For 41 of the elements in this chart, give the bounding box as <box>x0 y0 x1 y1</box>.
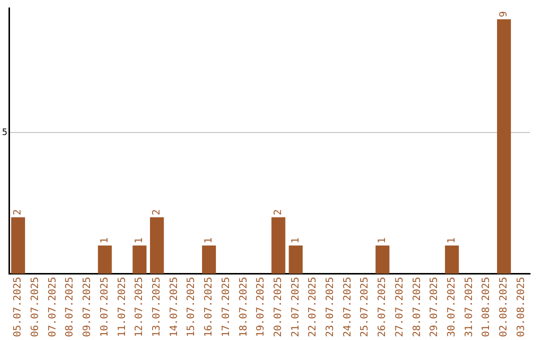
x-tick-label: 27.07.2025 <box>394 276 406 338</box>
x-tick-label: 12.07.2025 <box>134 276 146 338</box>
x-tick-label: 14.07.2025 <box>168 276 180 338</box>
y-tick-label: 5 <box>2 128 8 138</box>
data-label: 2 <box>12 209 24 216</box>
x-tick-label: 11.07.2025 <box>116 276 128 338</box>
x-tick-label: 09.07.2025 <box>82 276 94 338</box>
x-tick-label: 19.07.2025 <box>256 276 267 338</box>
x-tick-label: 26.07.2025 <box>377 276 388 338</box>
x-tick-label: 06.07.2025 <box>30 276 42 338</box>
x-tick-label: 25.07.2025 <box>360 276 371 338</box>
data-label: 1 <box>134 237 146 244</box>
x-tick-label: 30.07.2025 <box>446 276 458 338</box>
x-tick-label: 23.07.2025 <box>325 276 336 338</box>
data-label: 1 <box>204 237 215 244</box>
x-tick-label: 02.08.2025 <box>498 276 510 338</box>
x-tick-label: 31.07.2025 <box>464 276 475 338</box>
x-tick-label: 20.07.2025 <box>272 276 284 338</box>
x-tick-label: 05.07.2025 <box>12 276 24 338</box>
x-tick-label: 03.08.2025 <box>516 276 527 338</box>
x-tick-label: 21.07.2025 <box>290 276 302 338</box>
x-tick-label: 24.07.2025 <box>342 276 354 338</box>
x-tick-label: 17.07.2025 <box>220 276 232 338</box>
data-label: 1 <box>377 237 388 244</box>
data-label: 9 <box>498 11 510 18</box>
x-tick-label: 29.07.2025 <box>429 276 440 338</box>
data-label: 1 <box>446 237 458 244</box>
data-label: 2 <box>272 209 284 216</box>
x-tick-label: 15.07.2025 <box>186 276 198 338</box>
x-tick-label: 28.07.2025 <box>412 276 423 338</box>
x-tick-label: 13.07.2025 <box>152 276 163 338</box>
x-tick-label: 22.07.2025 <box>308 276 319 338</box>
data-label: 1 <box>290 237 302 244</box>
x-tick-label: 07.07.2025 <box>47 276 58 338</box>
x-tick-label: 08.07.2025 <box>64 276 76 338</box>
data-label: 1 <box>99 237 110 244</box>
data-label: 2 <box>152 209 163 216</box>
x-tick-label: 16.07.2025 <box>204 276 215 338</box>
x-tick-label: 18.07.2025 <box>238 276 250 338</box>
x-tick-label: 10.07.2025 <box>99 276 110 338</box>
x-tick-label: 01.08.2025 <box>481 276 492 338</box>
